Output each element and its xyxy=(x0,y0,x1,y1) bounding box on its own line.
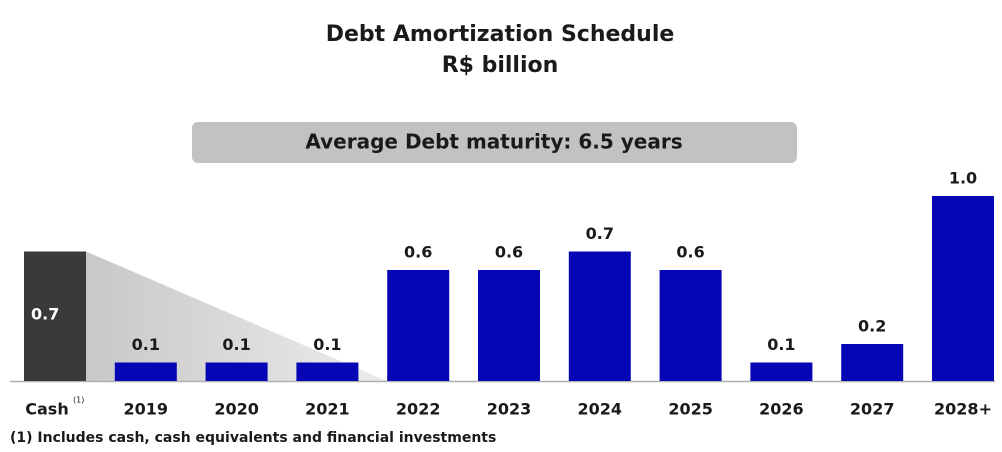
chart-title: Debt Amortization Schedule xyxy=(326,22,675,47)
x-tick-label: 2027 xyxy=(850,400,895,419)
bar xyxy=(296,362,359,381)
x-tick-label: 2023 xyxy=(487,400,532,419)
category-marker: (1) xyxy=(73,396,84,405)
chart-subtitle: R$ billion xyxy=(442,53,559,78)
bar xyxy=(205,362,268,381)
value-label: 1.0 xyxy=(949,169,977,188)
x-tick-label: 2019 xyxy=(124,400,169,419)
x-tick-label: 2022 xyxy=(396,400,441,419)
bar xyxy=(841,344,904,381)
bar xyxy=(24,251,86,381)
x-tick-label: Cash xyxy=(25,400,68,419)
bar xyxy=(932,196,994,381)
bar xyxy=(659,270,722,381)
value-label: 0.1 xyxy=(132,335,160,354)
value-label: 0.2 xyxy=(858,317,886,336)
x-tick-label: 2028+ xyxy=(934,400,992,419)
value-label: 0.6 xyxy=(404,243,432,262)
value-label: 0.1 xyxy=(222,335,250,354)
value-label: 0.7 xyxy=(586,224,614,243)
bar xyxy=(750,362,813,381)
value-label: 0.6 xyxy=(495,243,523,262)
value-label: 0.1 xyxy=(767,335,795,354)
x-tick-label: 2026 xyxy=(759,400,804,419)
bar xyxy=(568,251,631,381)
cash-wedge xyxy=(86,251,388,381)
bar xyxy=(114,362,177,381)
bar xyxy=(387,270,450,381)
footnote: (1) Includes cash, cash equivalents and … xyxy=(10,430,496,446)
x-tick-label: 2020 xyxy=(214,400,259,419)
bar xyxy=(478,270,540,381)
value-label: 0.6 xyxy=(676,243,704,262)
banner-text: Average Debt maturity: 6.5 years xyxy=(305,130,682,154)
x-tick-label: 2021 xyxy=(305,400,350,419)
banner-box xyxy=(192,122,797,163)
value-label: 0.7 xyxy=(31,305,59,324)
x-tick-label: 2025 xyxy=(668,400,713,419)
value-label: 0.1 xyxy=(313,335,341,354)
x-tick-label: 2024 xyxy=(578,400,623,419)
